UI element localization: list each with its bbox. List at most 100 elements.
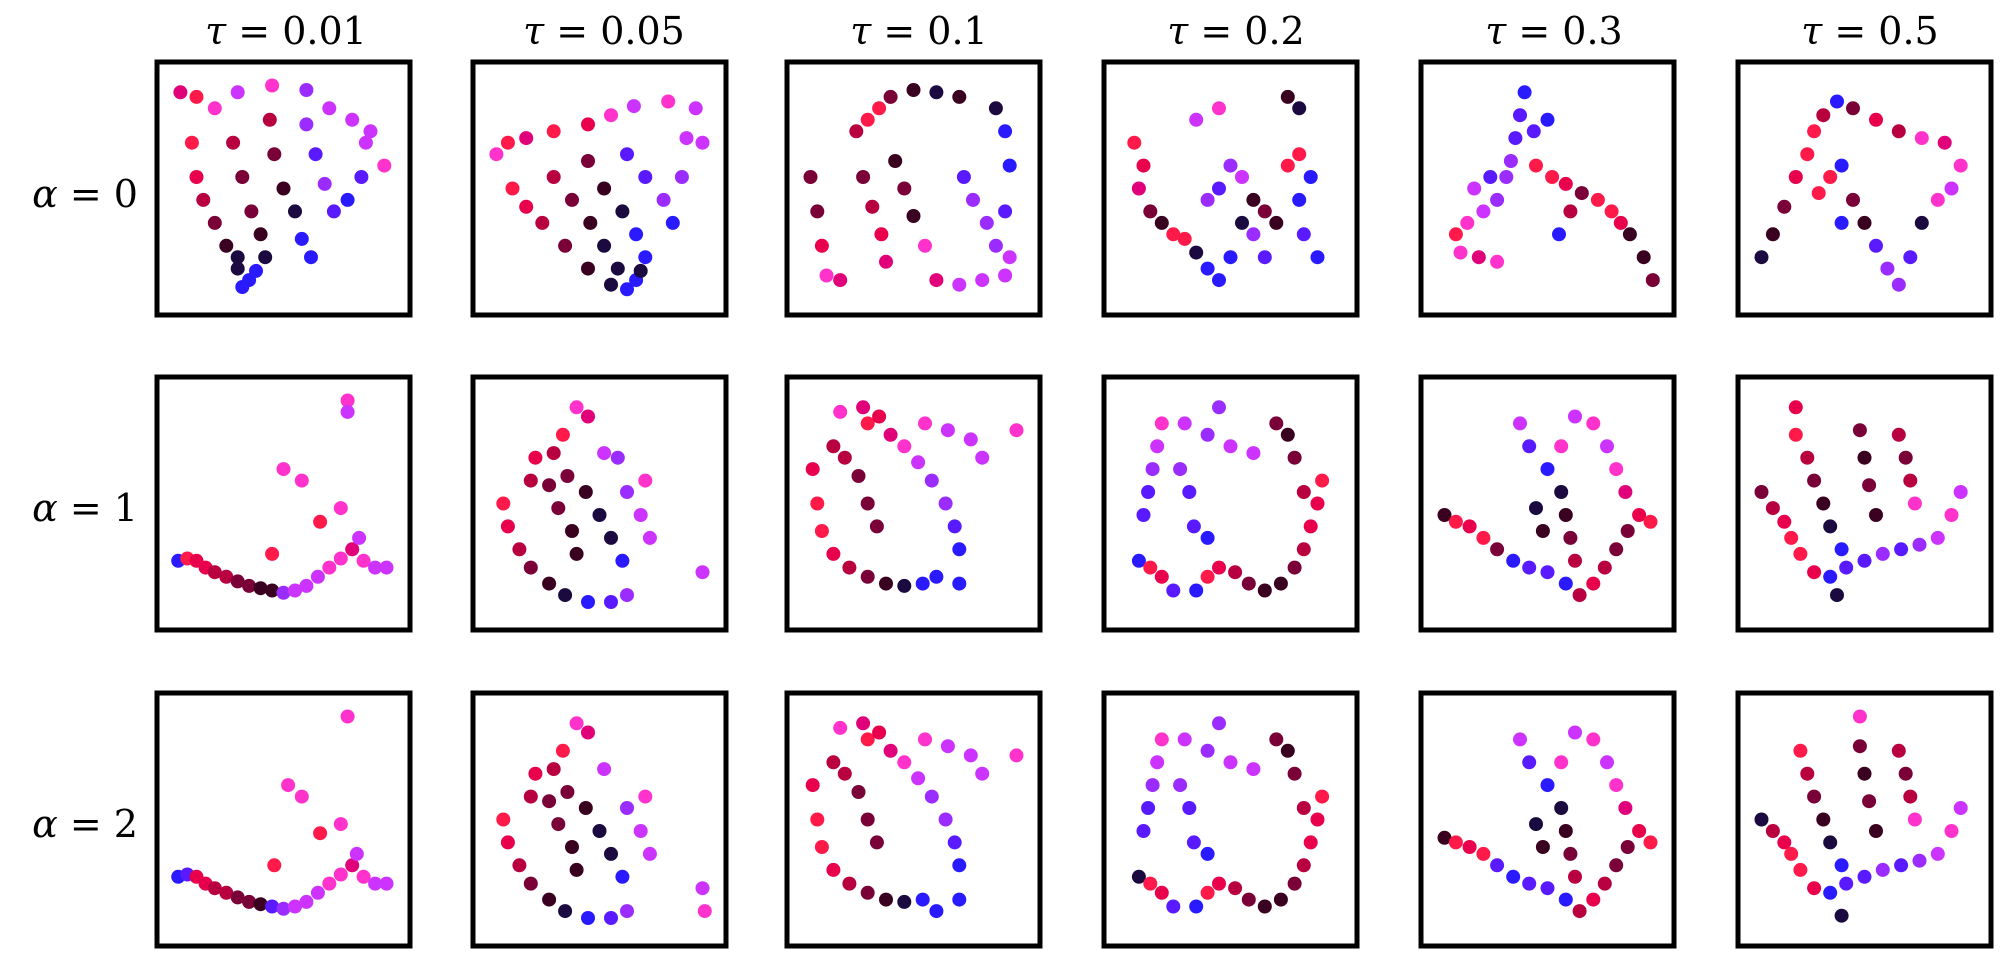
scatter-point xyxy=(1280,427,1295,442)
scatter-point xyxy=(542,794,557,809)
scatter-point xyxy=(565,524,579,538)
scatter-point xyxy=(1823,519,1838,534)
scatter-point xyxy=(184,135,199,150)
panel-frame xyxy=(470,59,729,318)
scatter-point xyxy=(1891,124,1906,139)
scatter-point xyxy=(249,263,263,278)
scatter-point xyxy=(558,904,573,919)
scatter-point xyxy=(281,778,296,793)
panel-points xyxy=(496,400,710,609)
scatter-point xyxy=(354,170,369,184)
scatter-point xyxy=(1296,485,1311,499)
scatter-point xyxy=(1173,462,1188,477)
scatter-point xyxy=(1437,508,1452,522)
scatter-point xyxy=(1540,112,1555,127)
scatter-point xyxy=(1292,192,1307,207)
scatter-point xyxy=(929,85,944,100)
scatter-point xyxy=(500,519,515,534)
scatter-point xyxy=(1002,158,1017,173)
scatter-point xyxy=(1852,709,1867,724)
scatter-point xyxy=(1136,824,1151,838)
scatter-point xyxy=(1476,530,1491,545)
scatter-point xyxy=(837,766,852,781)
scatter-point xyxy=(860,732,875,747)
scatter-point xyxy=(860,416,875,431)
scatter-point xyxy=(230,574,245,589)
scatter-point xyxy=(1269,732,1284,747)
scatter-point xyxy=(1903,789,1918,804)
scatter-point xyxy=(1912,853,1927,868)
scatter-point xyxy=(322,560,337,575)
scatter-point xyxy=(1257,899,1272,914)
scatter-point xyxy=(1009,423,1024,438)
scatter-point xyxy=(1609,542,1624,557)
column-title-tau-0.01: τ = 0.01 xyxy=(205,9,367,53)
scatter-point xyxy=(883,743,898,758)
scatter-point xyxy=(581,154,595,168)
scatter-point xyxy=(1154,569,1169,584)
scatter-point xyxy=(1235,215,1249,230)
scatter-point xyxy=(1857,869,1872,884)
scatter-point xyxy=(1503,154,1518,168)
scatter-point xyxy=(1852,739,1867,754)
scatter-point xyxy=(826,755,841,770)
scatter-point xyxy=(1513,416,1527,431)
scatter-point xyxy=(345,542,360,557)
scatter-point xyxy=(546,446,561,461)
scatter-point xyxy=(288,583,302,598)
scatter-point xyxy=(697,904,712,919)
scatter-point xyxy=(317,176,332,191)
scatter-point xyxy=(1200,530,1215,545)
scatter-point xyxy=(1145,778,1160,793)
scatter-point xyxy=(578,485,593,499)
scatter-point xyxy=(555,427,570,442)
scatter-point xyxy=(1816,812,1831,827)
scatter-point xyxy=(803,170,818,184)
scatter-point xyxy=(1609,858,1624,873)
scatter-point xyxy=(810,812,825,827)
scatter-point xyxy=(294,231,309,246)
scatter-point xyxy=(1189,245,1204,260)
scatter-panel-r2-c4 xyxy=(1418,690,1677,949)
scatter-point xyxy=(1862,478,1877,493)
scatter-point xyxy=(1807,881,1822,896)
scatter-point xyxy=(638,789,653,804)
scatter-point xyxy=(1476,846,1491,861)
scatter-point xyxy=(1632,824,1647,838)
panel-points xyxy=(489,94,710,297)
scatter-point xyxy=(1154,885,1169,900)
scatter-point xyxy=(546,170,561,184)
scatter-point xyxy=(1296,227,1311,242)
scatter-point xyxy=(1784,846,1799,861)
scatter-point xyxy=(952,858,967,873)
scatter-point xyxy=(918,732,932,747)
scatter-point xyxy=(1777,514,1792,529)
scatter-point xyxy=(1212,560,1226,575)
scatter-point xyxy=(253,897,268,912)
scatter-point xyxy=(1310,812,1325,827)
scatter-point xyxy=(1490,254,1505,269)
scatter-point xyxy=(963,432,978,447)
scatter-point xyxy=(879,576,893,591)
panel-points xyxy=(803,83,1017,292)
scatter-point xyxy=(604,595,618,609)
scatter-point xyxy=(1143,560,1158,575)
scatter-point xyxy=(1280,743,1295,758)
scatter-point xyxy=(814,524,829,538)
scatter-point xyxy=(929,569,944,584)
scatter-point xyxy=(952,892,967,907)
scatter-point xyxy=(837,450,852,465)
scatter-point xyxy=(1586,732,1601,747)
scatter-point xyxy=(1154,732,1169,747)
scatter-point xyxy=(924,473,939,488)
scatter-point xyxy=(975,450,990,465)
scatter-point xyxy=(505,181,520,196)
scatter-point xyxy=(1131,869,1146,884)
scatter-point xyxy=(1246,192,1261,207)
scatter-point xyxy=(911,771,926,786)
scatter-point xyxy=(340,393,355,408)
scatter-point xyxy=(1554,755,1569,770)
scatter-point xyxy=(1540,462,1555,477)
scatter-point xyxy=(1287,766,1302,781)
